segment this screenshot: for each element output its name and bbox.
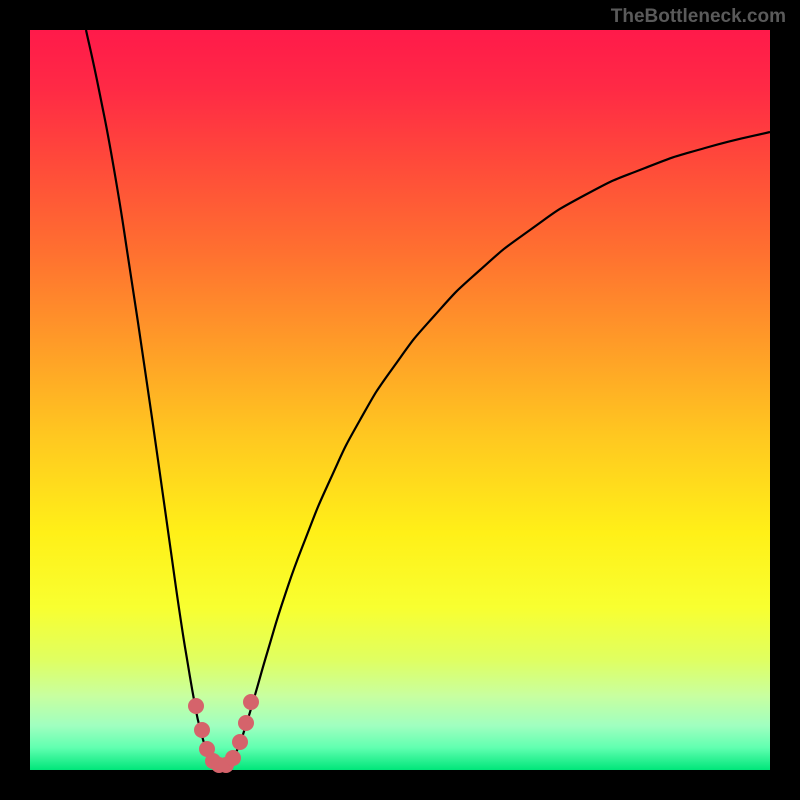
bottleneck-chart: TheBottleneck.com — [0, 0, 800, 800]
marker-dot — [238, 715, 254, 731]
chart-background — [30, 30, 770, 770]
marker-dot — [194, 722, 210, 738]
marker-dot — [188, 698, 204, 714]
marker-dot — [232, 734, 248, 750]
watermark-text: TheBottleneck.com — [611, 6, 786, 28]
chart-svg — [0, 0, 800, 800]
marker-dot — [225, 750, 241, 766]
marker-dot — [243, 694, 259, 710]
